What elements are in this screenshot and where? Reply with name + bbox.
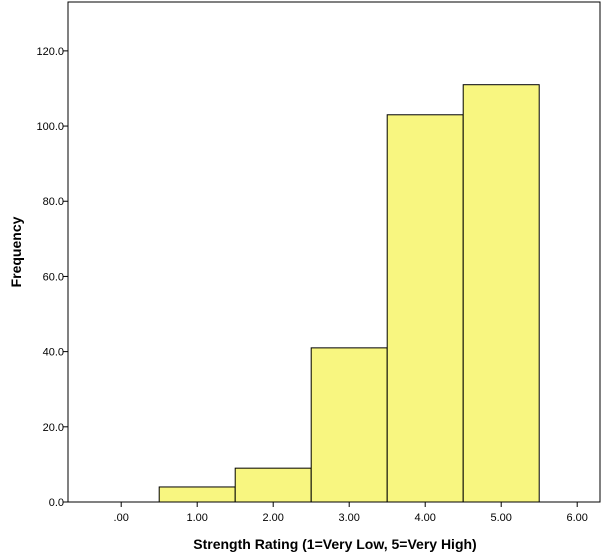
y-axis-title: Frequency	[8, 216, 24, 287]
histogram-bar-4	[386, 114, 464, 503]
y-tick-label: 20.0	[43, 422, 64, 434]
y-tick-label: 40.0	[43, 347, 64, 359]
x-tick-label: 3.00	[338, 512, 359, 524]
y-axis: 0.0 20.0 40.0 60.0 80.0 100.0 120.0	[36, 46, 68, 509]
histogram-bar-5	[462, 84, 540, 503]
x-tick-label: 6.00	[566, 512, 587, 524]
y-tick-label: 0.0	[49, 497, 64, 509]
histogram-bar-3	[310, 347, 388, 503]
x-axis: .00 1.00 2.00 3.00 4.00 5.00 6.00	[114, 502, 588, 524]
y-tick-label: 80.0	[43, 196, 64, 208]
x-tick-label: 5.00	[490, 512, 511, 524]
y-tick-label: 100.0	[36, 121, 64, 133]
x-tick-label: 4.00	[414, 512, 435, 524]
histogram-bar-2	[234, 467, 312, 503]
y-tick-label: 60.0	[43, 271, 64, 283]
y-tick-label: 120.0	[36, 46, 64, 58]
x-tick-label: 1.00	[186, 512, 207, 524]
x-tick-label: .00	[114, 512, 129, 524]
x-axis-title: Strength Rating (1=Very Low, 5=Very High…	[193, 536, 476, 552]
histogram-bar-1	[158, 486, 236, 503]
x-tick-label: 2.00	[262, 512, 283, 524]
bars-layer	[158, 84, 540, 503]
plot-frame	[67, 1, 601, 503]
